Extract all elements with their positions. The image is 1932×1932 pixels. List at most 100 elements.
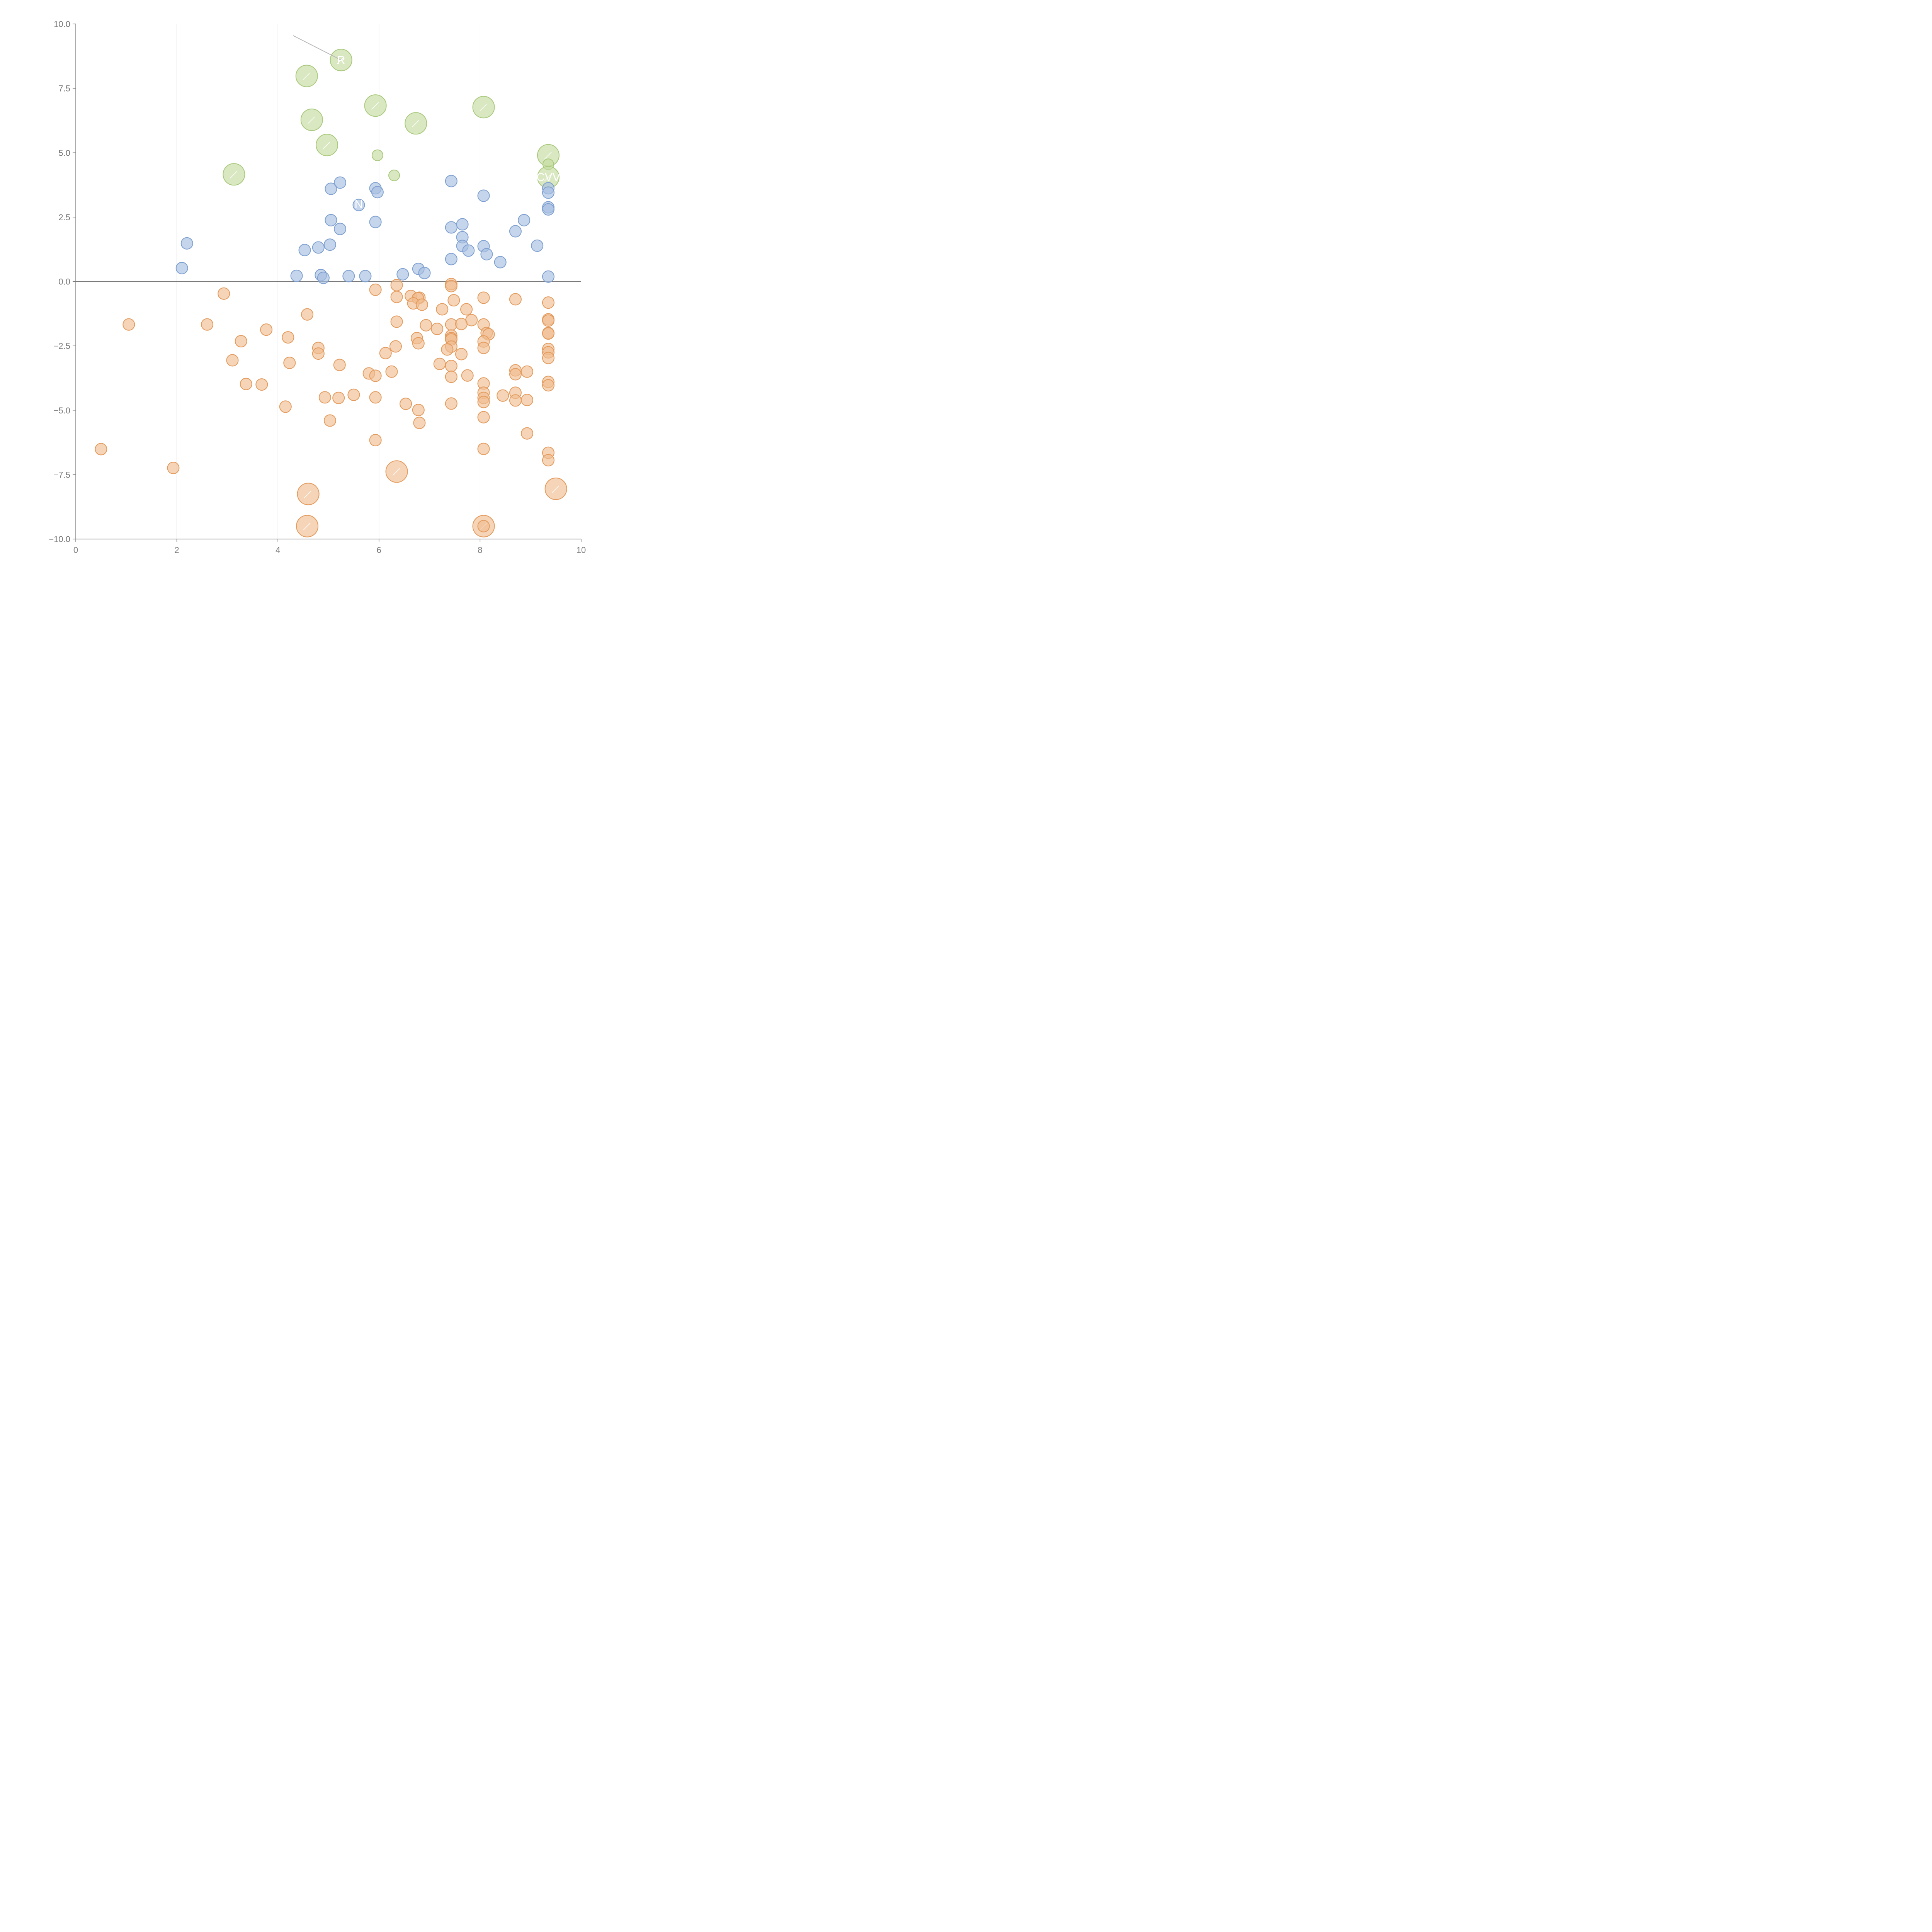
negative-point [312,347,325,360]
negative-point [279,400,292,413]
negative-point [542,352,554,364]
negative-point [461,369,474,382]
positive-point [456,218,469,231]
positive-point [396,268,409,281]
bubble-leader-line [412,120,419,128]
negative-point [509,368,522,381]
positive-point [334,176,347,189]
x-tick-label: 8 [478,545,482,555]
y-tick-label: −2.5 [54,341,70,351]
positive-point [542,186,554,199]
negative-point [509,394,522,407]
negative-point [389,340,402,353]
y-tick-label: 0.0 [58,277,70,287]
positive-point [359,270,372,282]
x-tick-label: 2 [174,545,179,555]
negative-point [201,318,214,331]
bubble-leader-line [323,141,330,149]
x-tick-label: 6 [377,545,381,555]
positive-point [325,182,337,195]
bubble-leader-line [552,485,560,493]
positive-point [325,214,337,226]
negative-point [240,378,252,390]
x-tick-label: 10 [577,545,586,555]
negative-point [283,357,296,369]
positive-point [317,272,330,284]
negative-point [477,342,490,354]
positive-point [518,214,531,226]
positive-point [290,269,303,282]
positive-point [462,244,475,257]
negative-point [369,434,382,447]
negative-point [218,287,230,300]
point-label: CVV [536,171,560,184]
y-tick-label: −5.0 [54,406,70,415]
bubble-leader-line [480,104,487,111]
negative-point [282,331,294,344]
negative-point [521,394,534,406]
negative-point [477,520,490,532]
y-tick-label: 5.0 [58,148,70,158]
negative-point [260,323,273,336]
negative-point [460,303,473,316]
bubble-leader-line [371,102,379,110]
negative-point [477,442,490,455]
negative-point [445,280,457,293]
bubble-leader-line [303,73,310,80]
labels-layer: R CVV N [293,35,560,211]
negative-point [420,319,432,332]
negative-point [542,296,554,309]
negative-point [433,357,446,370]
positive-point [180,237,193,250]
positive-point [445,175,457,187]
negative-point [323,414,336,427]
bubble-leader-line [393,468,400,476]
negative-point [542,314,554,327]
negative-point [477,411,490,423]
negative-point [167,462,180,474]
negative-point [455,348,468,361]
positive-point [342,270,355,282]
negative-point [497,389,509,402]
bubble-leader-line [544,174,552,182]
bubble-leader-line [304,490,312,498]
positive-point [371,186,384,199]
positive-point [418,267,431,279]
negative-point [255,378,268,391]
positive-point [531,239,544,252]
positive-point [175,262,188,274]
negative-point [347,388,360,401]
bubble-leader-line [230,171,237,179]
negative-point [455,318,468,330]
negative-point [369,283,382,296]
positive-large-point [371,149,383,161]
bubble-leader-line [303,523,311,531]
positive-point [369,216,382,228]
negative-point [445,360,457,372]
y-tick-label: 10.0 [54,19,70,29]
negative-point [318,391,331,404]
positive-point [445,253,457,265]
negative-point [301,308,314,321]
point-label: N [355,198,363,211]
negative-point [445,371,457,383]
scatter-chart: 10.07.55.02.50.0−2.5−5.0−7.5−10.00 2 4 6 8 10… [49,19,586,555]
negative-point [542,454,554,467]
negative-point [235,335,247,348]
x-tick-label: 0 [73,545,78,555]
negative-point [436,303,449,316]
positive-point [445,221,457,234]
bubble-leader-line [544,152,552,160]
negative-point [542,379,554,392]
negative-point [332,391,345,404]
positive-point [480,248,493,260]
positive-point [542,270,554,283]
bubble-leader-line [308,116,315,124]
positive-point [542,203,554,216]
axes-layer: 10.0 7.5 5.0 2.5 0.0 −2.5 −5.0 −7.5 −10.00 2 4 6 8 10 [49,19,586,555]
negative-point [441,343,454,356]
negative-point [385,365,398,378]
negative-point [226,354,239,367]
negative-point [369,369,382,382]
positive-point [298,244,311,257]
